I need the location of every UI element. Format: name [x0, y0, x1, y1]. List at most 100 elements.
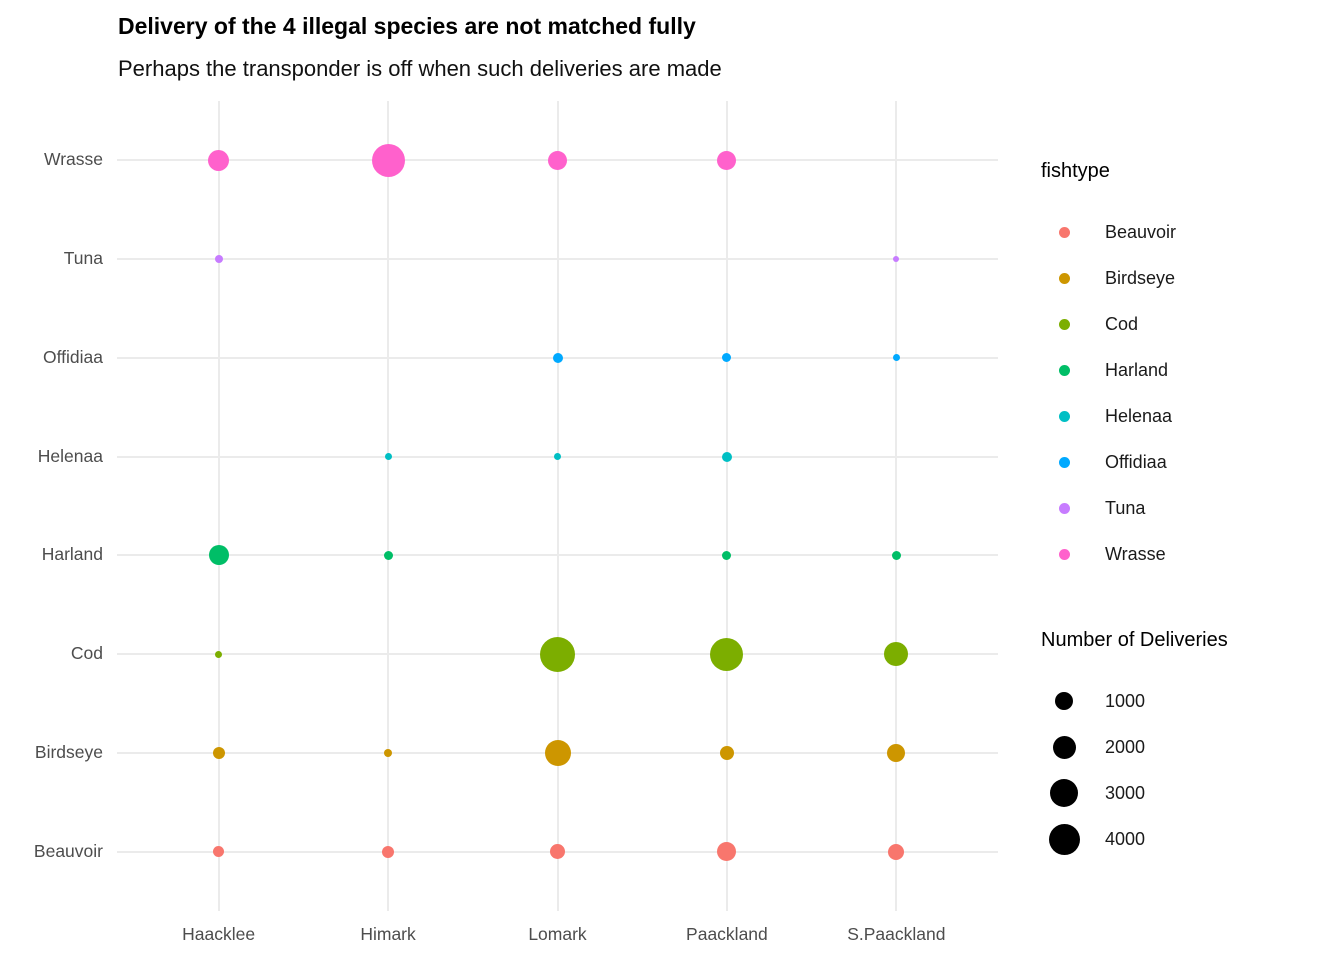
bubble [371, 143, 405, 177]
bubble [717, 150, 737, 170]
y-axis-label: Birdseye [34, 741, 103, 762]
legend-color-swatch [1058, 226, 1070, 238]
legend-size-dot [1050, 779, 1078, 807]
legend-item: Wrasse [1041, 531, 1176, 577]
legend-color-swatch [1058, 456, 1070, 468]
fishtype-legend-title: fishtype [1041, 160, 1110, 182]
legend-item: 3000 [1041, 770, 1228, 816]
bubble [384, 453, 392, 461]
bubble [888, 843, 905, 860]
legend-color-swatch [1058, 272, 1070, 284]
legend-swatch-box [1041, 456, 1087, 468]
bubble [548, 150, 567, 170]
x-axis-label: Paackland [686, 924, 768, 944]
bubble [719, 745, 734, 760]
legend-swatch-box [1041, 226, 1087, 238]
legend-swatch-box [1041, 318, 1087, 330]
legend-size-label: 2000 [1105, 736, 1146, 757]
legend-item-label: Cod [1105, 313, 1139, 334]
legend-item: Offidiaa [1041, 439, 1176, 485]
legend-swatch-box [1041, 410, 1087, 422]
bubble [887, 743, 906, 762]
legend-color-swatch [1058, 502, 1070, 514]
legend-item: 1000 [1041, 678, 1228, 724]
legend-swatch-box [1041, 548, 1087, 560]
bubble [892, 354, 900, 362]
y-axis-label: Tuna [63, 248, 103, 269]
legend-item: Beauvoir [1041, 209, 1176, 255]
x-axis-label: Lomark [528, 924, 587, 944]
bubble [544, 739, 571, 766]
legend-size-box [1041, 692, 1087, 710]
legend-item: Tuna [1041, 485, 1176, 531]
bubble [554, 453, 561, 461]
size-legend-items: 1000 2000 3000 4000 [1041, 678, 1228, 862]
gridline-h [117, 554, 998, 557]
bubble [540, 636, 575, 672]
legend-swatch-box [1041, 502, 1087, 514]
legend-color-swatch [1058, 364, 1070, 376]
legend-item-label: Tuna [1105, 497, 1146, 518]
legend-color-swatch [1058, 548, 1070, 560]
legend-swatch-box [1041, 272, 1087, 284]
bubble [384, 748, 393, 757]
x-axis-label: S.Paackland [847, 924, 946, 944]
bubble [214, 255, 223, 264]
bubble [383, 550, 393, 560]
y-axis-label: Wrasse [44, 149, 103, 170]
legend-item: 4000 [1041, 816, 1228, 862]
bubble [215, 650, 223, 658]
legend-size-label: 1000 [1105, 690, 1146, 711]
gridline-v [387, 101, 390, 911]
legend-item: 2000 [1041, 724, 1228, 770]
legend-color-swatch [1058, 410, 1070, 422]
legend-color-swatch [1058, 318, 1070, 330]
y-axis-label: Offidiaa [43, 346, 103, 367]
size-legend-title: Number of Deliveries [1041, 629, 1228, 651]
fishtype-legend-items: Beauvoir Birdseye Cod Harland Helenaa Offidia… [1041, 209, 1176, 577]
legend-item: Helenaa [1041, 393, 1176, 439]
bubble [722, 353, 732, 363]
gridline-h [117, 258, 998, 261]
legend-size-box [1041, 779, 1087, 807]
bubble [717, 842, 737, 862]
gridline-v [556, 101, 559, 911]
fishtype-legend: fishtype Beauvoir Birdseye Cod Harland Helen… [1041, 160, 1176, 577]
legend-item-label: Beauvoir [1105, 221, 1177, 242]
bubble [550, 844, 565, 860]
x-axis-label: Haacklee [182, 924, 256, 944]
legend-item-label: Harland [1105, 359, 1169, 380]
legend-size-dot [1052, 735, 1076, 759]
size-legend: Number of Deliveries 1000 2000 3000 4000 [1041, 629, 1228, 862]
chart-subtitle: Perhaps the transponder is off when such… [118, 56, 722, 81]
bubble [208, 545, 229, 566]
legend-size-label: 4000 [1105, 828, 1146, 849]
legend-size-dot [1055, 692, 1073, 710]
legend-size-dot [1048, 823, 1080, 855]
legend-swatch-box [1041, 364, 1087, 376]
legend-size-label: 3000 [1105, 782, 1146, 803]
legend-item: Birdseye [1041, 255, 1176, 301]
bubble [212, 746, 225, 759]
legend-item-label: Birdseye [1105, 267, 1176, 288]
y-axis-label: Harland [41, 544, 103, 565]
y-axis-label: Helenaa [37, 445, 103, 466]
legend-item-label: Helenaa [1105, 405, 1173, 426]
y-axis-label: Beauvoir [33, 840, 103, 861]
bubble [382, 845, 395, 858]
legend-size-box [1041, 823, 1087, 855]
gridline-v [725, 101, 728, 911]
gridline-v [895, 101, 898, 911]
bubble [552, 352, 563, 363]
bubble [710, 637, 744, 671]
bubble [884, 642, 909, 667]
bubble [213, 846, 225, 858]
y-axis-label: Cod [70, 643, 103, 664]
legend-item-label: Offidiaa [1105, 451, 1167, 472]
bubble [208, 149, 230, 171]
gridline-v [217, 101, 220, 911]
bubble [722, 550, 732, 560]
bubble [721, 451, 732, 462]
x-axis-label: Himark [360, 924, 416, 944]
